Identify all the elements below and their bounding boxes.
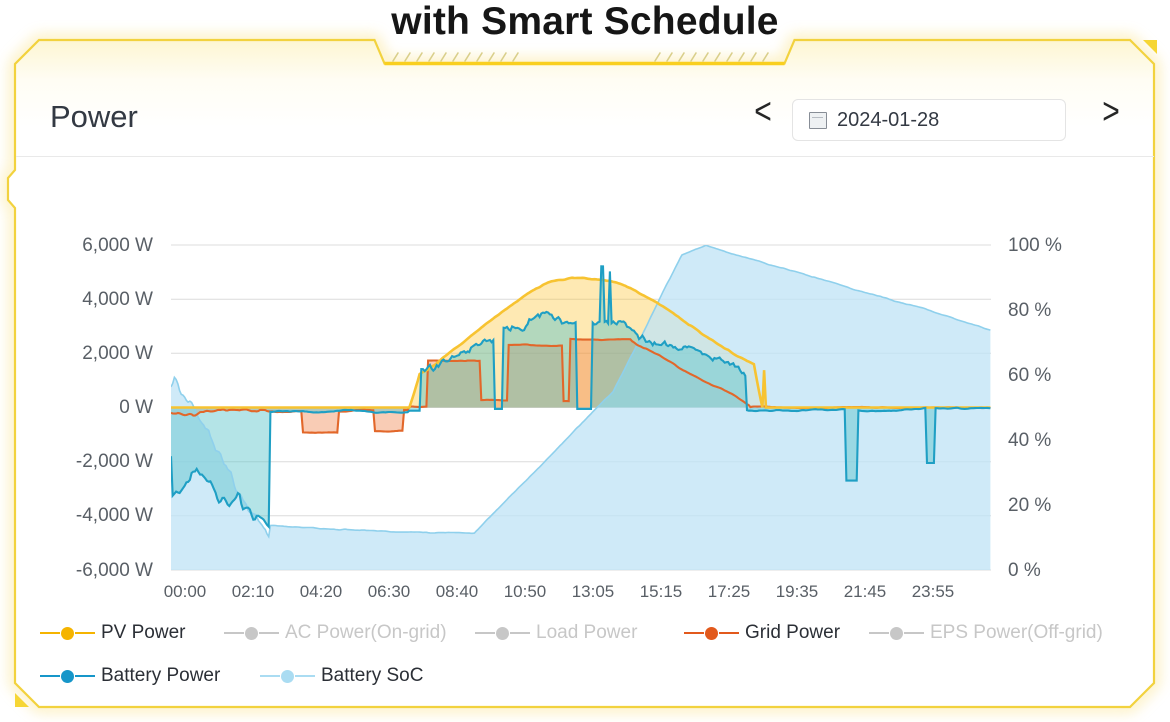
svg-text:-2,000 W: -2,000 W [76,451,153,472]
svg-text:6,000 W: 6,000 W [82,235,153,256]
svg-text:06:30: 06:30 [368,582,411,601]
svg-text:0 %: 0 % [1008,560,1041,581]
svg-text:02:10: 02:10 [232,582,275,601]
svg-text:-4,000 W: -4,000 W [76,505,153,526]
svg-text:21:45: 21:45 [844,582,887,601]
svg-text:100 %: 100 % [1008,235,1062,256]
svg-text:4,000 W: 4,000 W [82,289,153,310]
svg-text:20 %: 20 % [1008,495,1051,516]
svg-text:2,000 W: 2,000 W [82,343,153,364]
svg-text:08:40: 08:40 [436,582,479,601]
svg-text:80 %: 80 % [1008,300,1051,321]
svg-text:00:00: 00:00 [164,582,207,601]
svg-text:15:15: 15:15 [640,582,683,601]
svg-text:60 %: 60 % [1008,365,1051,386]
svg-text:13:05: 13:05 [572,582,615,601]
svg-text:17:25: 17:25 [708,582,751,601]
svg-text:0 W: 0 W [119,397,153,418]
svg-text:40 %: 40 % [1008,430,1051,451]
svg-text:-6,000 W: -6,000 W [76,560,153,581]
svg-text:04:20: 04:20 [300,582,343,601]
svg-text:23:55: 23:55 [912,582,955,601]
svg-text:19:35: 19:35 [776,582,819,601]
svg-text:10:50: 10:50 [504,582,547,601]
